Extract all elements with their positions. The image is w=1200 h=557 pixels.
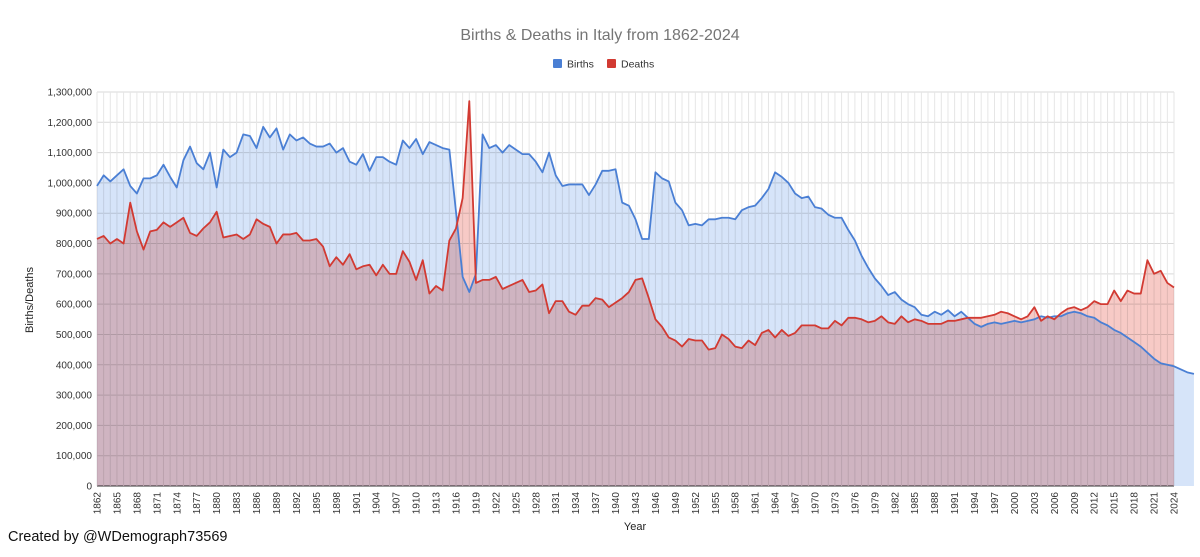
x-tick-label: 1946 [651, 492, 662, 515]
x-tick-label: 1868 [132, 492, 143, 515]
x-tick-label: 1901 [352, 492, 363, 515]
y-tick-label: 1,300,000 [48, 88, 93, 99]
legend-swatch [553, 59, 562, 68]
x-tick-label: 1940 [611, 492, 622, 515]
x-tick-label: 2015 [1110, 492, 1121, 515]
x-tick-label: 1931 [551, 492, 562, 515]
x-tick-label: 1919 [471, 492, 482, 515]
x-tick-label: 2021 [1150, 492, 1161, 515]
x-tick-label: 1982 [890, 492, 901, 515]
x-tick-label: 1895 [312, 492, 323, 515]
x-tick-label: 1976 [850, 492, 861, 515]
x-axis-ticks: 1862 1865 1868 1871 1874 1877 1880 1883 1886 1889… [93, 492, 1181, 515]
x-tick-label: 1871 [152, 492, 163, 515]
x-tick-label: 2006 [1050, 492, 1061, 515]
x-tick-label: 1862 [93, 492, 104, 515]
x-tick-label: 2012 [1090, 492, 1101, 515]
x-tick-label: 1922 [491, 492, 502, 515]
y-tick-label: 600,000 [56, 300, 93, 311]
y-tick-label: 900,000 [56, 209, 93, 220]
x-tick-label: 1910 [412, 492, 423, 515]
x-tick-label: 1925 [511, 492, 522, 515]
y-tick-label: 1,200,000 [48, 118, 93, 129]
y-axis-ticks: 0 100,000 200,000 300,000 400,000 500,000 600,… [48, 88, 93, 493]
x-tick-label: 2009 [1070, 492, 1081, 515]
x-tick-label: 2018 [1130, 492, 1141, 515]
area-deaths [97, 101, 1174, 486]
x-tick-label: 1985 [910, 492, 921, 515]
legend[interactable]: Births Deaths [553, 59, 654, 71]
x-tick-label: 1964 [771, 492, 782, 515]
y-tick-label: 1,000,000 [48, 178, 93, 189]
series-line-deaths [96, 100, 1175, 351]
x-tick-label: 2000 [1010, 492, 1021, 515]
x-tick-label: 1904 [372, 492, 383, 515]
x-tick-label: 1928 [531, 492, 542, 515]
x-tick-label: 1898 [332, 492, 343, 515]
x-tick-label: 1991 [950, 492, 961, 515]
x-tick-label: 1979 [870, 492, 881, 515]
x-tick-label: 1970 [811, 492, 822, 515]
x-tick-label: 1886 [252, 492, 263, 515]
x-tick-label: 1892 [292, 492, 303, 515]
legend-item-deaths[interactable]: Deaths [607, 59, 654, 71]
x-tick-label: 1913 [432, 492, 443, 515]
y-tick-label: 800,000 [56, 239, 93, 250]
x-tick-label: 1997 [990, 492, 1001, 515]
x-tick-label: 1955 [711, 492, 722, 515]
x-tick-label: 1967 [791, 492, 802, 515]
legend-item-births[interactable]: Births [553, 59, 594, 71]
x-tick-label: 1883 [232, 492, 243, 515]
y-tick-label: 400,000 [56, 360, 93, 371]
credit-text: Created by @WDemograph73569 [8, 529, 228, 545]
x-tick-label: 1994 [970, 492, 981, 515]
y-tick-label: 300,000 [56, 391, 93, 402]
x-tick-label: 1865 [112, 492, 123, 515]
x-tick-label: 1958 [731, 492, 742, 515]
x-axis-label: Year [624, 521, 647, 533]
x-tick-label: 1889 [272, 492, 283, 515]
x-tick-label: 1949 [671, 492, 682, 515]
x-tick-label: 1943 [631, 492, 642, 515]
lines [96, 100, 1195, 375]
x-tick-label: 2003 [1030, 492, 1041, 515]
y-tick-label: 500,000 [56, 330, 93, 341]
y-tick-label: 1,100,000 [48, 148, 93, 159]
legend-swatch [607, 59, 616, 68]
x-tick-label: 1961 [751, 492, 762, 515]
chart-title: Births & Deaths in Italy from 1862-2024 [460, 27, 739, 44]
x-tick-label: 1874 [172, 492, 183, 515]
legend-label: Deaths [621, 59, 654, 71]
x-tick-label: 1952 [691, 492, 702, 515]
x-tick-label: 1916 [452, 492, 463, 515]
x-tick-label: 1880 [212, 492, 223, 515]
legend-label: Births [567, 59, 594, 71]
y-tick-label: 100,000 [56, 451, 93, 462]
y-tick-label: 700,000 [56, 269, 93, 280]
series-line-births [96, 125, 1195, 375]
x-tick-label: 1877 [192, 492, 203, 515]
x-tick-label: 1988 [930, 492, 941, 515]
x-tick-label: 1937 [591, 492, 602, 515]
areas [97, 101, 1194, 486]
x-tick-label: 1907 [392, 492, 403, 515]
x-tick-label: 2024 [1170, 492, 1181, 515]
x-tick-label: 1973 [830, 492, 841, 515]
y-axis-label: Births/Deaths [24, 266, 36, 333]
y-tick-label: 200,000 [56, 421, 93, 432]
y-tick-label: 0 [86, 482, 92, 493]
x-tick-label: 1934 [571, 492, 582, 515]
